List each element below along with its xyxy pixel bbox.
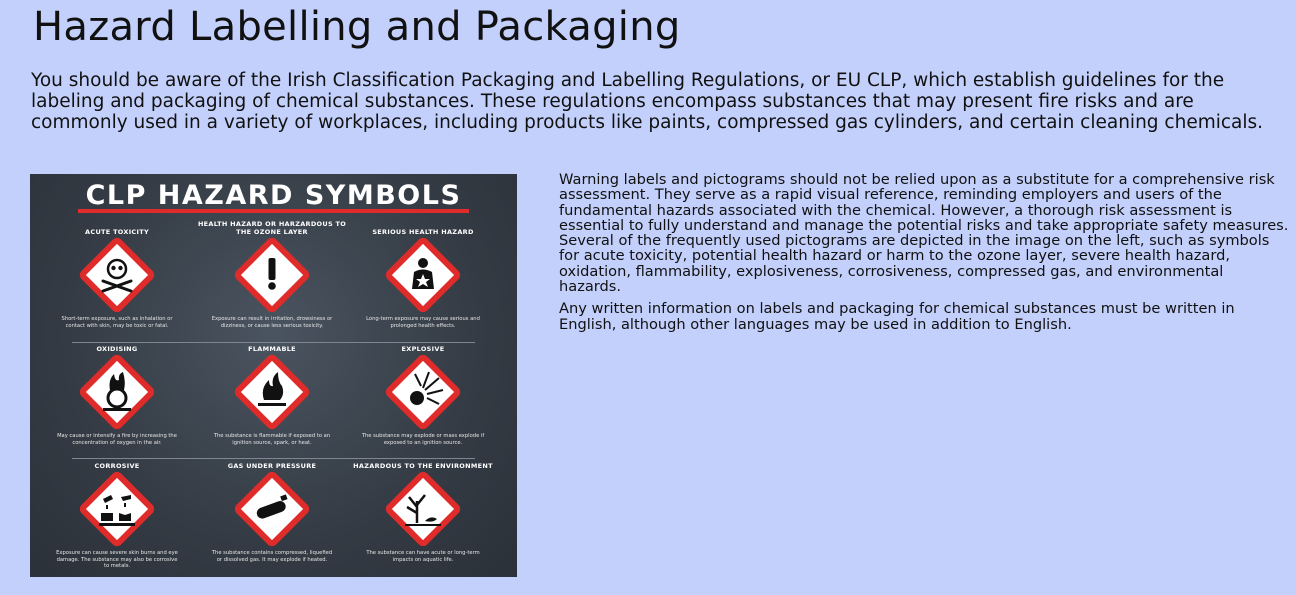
pictogram-label: OXIDISING xyxy=(96,345,138,353)
pictogram-cell: HEALTH HAZARD OR HARZARDOUS TO THE OZONE… xyxy=(197,218,347,329)
pictogram-description: Exposure can cause severe skin burns and… xyxy=(56,550,178,569)
pictogram-description: May cause or intensify a fire by increas… xyxy=(57,433,177,446)
exclamation-icon xyxy=(234,237,310,313)
pictogram-label: ACUTE TOXICITY xyxy=(85,228,149,236)
flame-icon xyxy=(234,354,310,430)
side-paragraph-risk: Warning labels and pictograms should not… xyxy=(559,171,1289,234)
poster-title: CLP HAZARD SYMBOLS xyxy=(85,180,462,211)
pictogram-cell: GAS UNDER PRESSURE The substance contains… xyxy=(197,452,347,563)
pictogram-description: The substance can have acute or long-ter… xyxy=(366,550,480,563)
pictogram-label: HAZARDOUS TO THE ENVIRONMENT xyxy=(353,462,493,470)
pictogram-description: The substance is flammable if exposed to… xyxy=(213,433,331,446)
pictogram-description: The substance may explode or mass explod… xyxy=(361,433,485,446)
gas-cylinder-icon xyxy=(234,471,310,547)
pictogram-label: HEALTH HAZARD OR HARZARDOUS TO THE OZONE… xyxy=(197,220,347,236)
pictogram-label: CORROSIVE xyxy=(94,462,140,470)
pictogram-cell: SERIOUS HEALTH HAZARD Long-term exposure … xyxy=(348,218,498,329)
pictogram-description: Exposure can result in irritation, drows… xyxy=(211,316,333,329)
pictogram-cell: EXPLOSIVE The substance may explode or ma… xyxy=(348,335,498,446)
pictogram-cell: HAZARDOUS TO THE ENVIRONMENT The substanc… xyxy=(348,452,498,563)
poster-divider xyxy=(78,209,469,213)
pictogram-cell: ACUTE TOXICITY Short-term exposure, such … xyxy=(42,218,192,329)
page-title: Hazard Labelling and Packaging xyxy=(33,4,681,50)
pictogram-description: The substance contains compressed, lique… xyxy=(211,550,333,563)
pictogram-cell: FLAMMABLE The substance is flammable if e… xyxy=(197,335,347,446)
flame-over-circle-icon xyxy=(79,354,155,430)
skull-crossbones-icon xyxy=(79,237,155,313)
exploding-bomb-icon xyxy=(385,354,461,430)
corrosion-icon xyxy=(79,471,155,547)
health-hazard-icon xyxy=(385,237,461,313)
pictogram-label: FLAMMABLE xyxy=(248,345,296,353)
intro-paragraph: You should be aware of the Irish Classif… xyxy=(31,70,1264,133)
row-divider xyxy=(72,342,475,343)
side-paragraph-language: Any written information on labels and pa… xyxy=(559,300,1235,333)
environment-icon xyxy=(385,471,461,547)
clp-hazard-symbols-poster: CLP HAZARD SYMBOLS ACUTE TOXICITY Short-t… xyxy=(30,174,517,577)
pictogram-label: SERIOUS HEALTH HAZARD xyxy=(372,228,474,236)
pictogram-label: GAS UNDER PRESSURE xyxy=(227,462,317,470)
side-text: Warning labels and pictograms should not… xyxy=(559,172,1289,332)
pictogram-description: Long-term exposure may cause serious and… xyxy=(366,316,480,329)
pictogram-cell: CORROSIVE Exposure can cause severe skin … xyxy=(42,452,192,570)
pictogram-cell: OXIDISING May cause or intensify a fire b… xyxy=(42,335,192,446)
row-divider xyxy=(72,458,475,459)
pictogram-label: EXPLOSIVE xyxy=(401,345,445,353)
side-paragraph-pictograms: Several of the frequently used pictogram… xyxy=(559,232,1270,296)
pictogram-description: Short-term exposure, such as inhalation … xyxy=(61,316,173,329)
